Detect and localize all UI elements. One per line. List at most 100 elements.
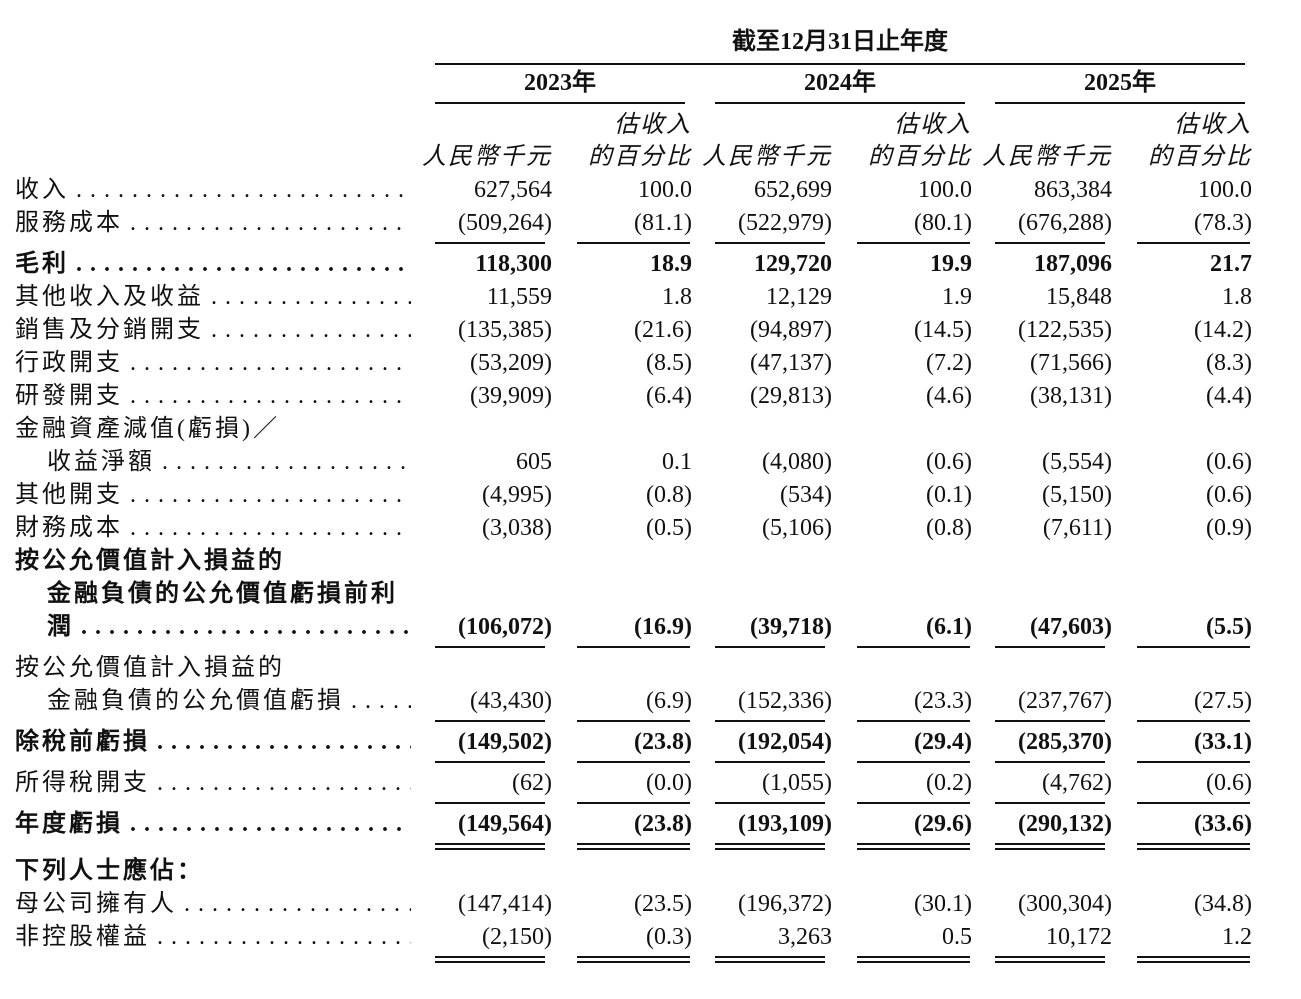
cell-value: (0.3) xyxy=(646,924,692,950)
row-label: 除稅前虧損 xyxy=(15,727,411,757)
cell-value: (196,372) xyxy=(738,891,832,917)
cell-value: (39,909) xyxy=(470,383,552,409)
cell-value: 100.0 xyxy=(638,177,692,203)
column-header: 估收入 xyxy=(614,112,692,138)
rule xyxy=(715,848,825,850)
cell-value: 187,096 xyxy=(1034,251,1112,277)
row-label: 母公司擁有人 xyxy=(15,889,411,919)
column-header: 人民幣千元 xyxy=(422,144,552,170)
cell-value: (285,370) xyxy=(1018,729,1112,755)
cell-value: (192,054) xyxy=(738,729,832,755)
cell-value: (4,080) xyxy=(762,449,832,475)
cell-value: (4.6) xyxy=(926,383,972,409)
cell-value: (30.1) xyxy=(914,891,972,917)
cell-value: (7,611) xyxy=(1042,515,1112,541)
cell-value: (33.6) xyxy=(1194,811,1252,837)
cell-value: (78.3) xyxy=(1194,210,1252,236)
cell-value: (80.1) xyxy=(914,210,972,236)
cell-value: (4.4) xyxy=(1206,383,1252,409)
rule xyxy=(577,843,690,845)
cell-value: (147,414) xyxy=(458,891,552,917)
rule xyxy=(435,802,545,804)
rule xyxy=(577,802,690,804)
rule xyxy=(995,802,1105,804)
rule xyxy=(857,720,970,722)
row-label: 潤 xyxy=(47,612,411,642)
rule xyxy=(435,646,545,648)
rule xyxy=(995,242,1105,244)
cell-value: (8.5) xyxy=(646,350,692,376)
rule xyxy=(1137,646,1250,648)
rule xyxy=(857,761,970,763)
rule xyxy=(435,843,545,845)
rule xyxy=(857,956,970,958)
cell-value: (509,264) xyxy=(458,210,552,236)
rule xyxy=(435,102,685,104)
cell-value: (23.8) xyxy=(634,729,692,755)
rule xyxy=(577,956,690,958)
cell-value: 863,384 xyxy=(1034,177,1112,203)
cell-value: 652,699 xyxy=(754,177,832,203)
row-label: 年度虧損 xyxy=(15,809,411,839)
cell-value: 100.0 xyxy=(1198,177,1252,203)
cell-value: (23.5) xyxy=(634,891,692,917)
column-header: 估收入 xyxy=(894,112,972,138)
cell-value: (6.1) xyxy=(926,614,972,640)
cell-value: (0.8) xyxy=(926,515,972,541)
cell-value: 118,300 xyxy=(475,251,552,277)
cell-value: (5,150) xyxy=(1042,482,1112,508)
cell-value: (53,209) xyxy=(470,350,552,376)
rule xyxy=(577,720,690,722)
cell-value: 0.1 xyxy=(662,449,692,475)
row-label: 服務成本 xyxy=(15,208,411,238)
cell-value: (21.6) xyxy=(634,317,692,343)
column-header: 人民幣千元 xyxy=(702,144,832,170)
rule xyxy=(435,761,545,763)
row-label: 其他開支 xyxy=(15,480,411,510)
cell-value: 12,129 xyxy=(766,284,832,310)
column-header: 的百分比 xyxy=(868,144,972,170)
cell-value: (34.8) xyxy=(1194,891,1252,917)
rule xyxy=(1137,802,1250,804)
cell-value: 1.8 xyxy=(1222,284,1252,310)
cell-value: 1.2 xyxy=(1222,924,1252,950)
cell-value: 1.9 xyxy=(942,284,972,310)
rule xyxy=(995,843,1105,845)
row-label: 下列人士應佔： xyxy=(15,858,204,884)
cell-value: (106,072) xyxy=(458,614,552,640)
rule xyxy=(577,848,690,850)
row-label: 收入 xyxy=(15,175,411,205)
cell-value: (62) xyxy=(512,770,552,796)
row-label: 行政開支 xyxy=(15,348,411,378)
rule xyxy=(577,761,690,763)
cell-value: (81.1) xyxy=(634,210,692,236)
rule xyxy=(715,961,825,963)
cell-value: (152,336) xyxy=(738,688,832,714)
cell-value: (38,131) xyxy=(1030,383,1112,409)
row-label: 銷售及分銷開支 xyxy=(15,315,411,345)
rule xyxy=(435,956,545,958)
year-header: 2023年 xyxy=(524,70,596,96)
rule xyxy=(995,720,1105,722)
rule xyxy=(857,802,970,804)
cell-value: (290,132) xyxy=(1018,811,1112,837)
period-header: 截至12月31日止年度 xyxy=(732,29,948,55)
cell-value: 100.0 xyxy=(918,177,972,203)
rule xyxy=(715,720,825,722)
cell-value: 15,848 xyxy=(1046,284,1112,310)
rule xyxy=(435,242,545,244)
cell-value: (2,150) xyxy=(482,924,552,950)
cell-value: 1.8 xyxy=(662,284,692,310)
column-header: 人民幣千元 xyxy=(982,144,1112,170)
cell-value: (14.5) xyxy=(914,317,972,343)
rule xyxy=(995,848,1105,850)
row-label: 金融負債的公允價值虧損前利 xyxy=(47,581,398,607)
rule xyxy=(1137,956,1250,958)
cell-value: (193,109) xyxy=(738,811,832,837)
cell-value: (5,554) xyxy=(1042,449,1112,475)
cell-value: (16.9) xyxy=(634,614,692,640)
cell-value: (0.6) xyxy=(1206,770,1252,796)
rule xyxy=(995,646,1105,648)
rule xyxy=(995,956,1105,958)
row-label: 研發開支 xyxy=(15,381,411,411)
